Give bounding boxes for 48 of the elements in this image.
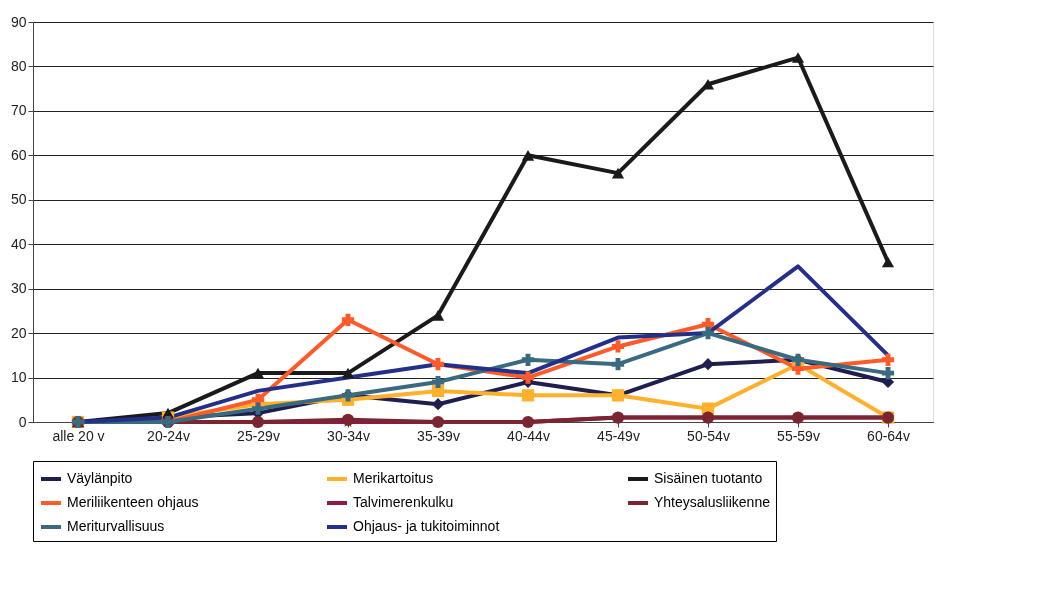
y-tick-label: 20 — [10, 324, 27, 341]
y-tick-label: 60 — [10, 146, 27, 163]
x-tick-label: 55-59v — [777, 427, 820, 444]
point — [701, 358, 715, 371]
legend-label: Meriliikenteen ohjaus — [67, 494, 199, 510]
x-tick-label: alle 20 v — [52, 427, 105, 444]
point — [341, 367, 355, 379]
y-tick-label: 10 — [10, 369, 27, 386]
legend-label: Meriturvallisuus — [67, 518, 165, 534]
point — [881, 353, 895, 366]
y-tick-label: 80 — [10, 57, 27, 74]
point — [611, 340, 625, 353]
point — [521, 150, 535, 161]
point — [521, 389, 535, 402]
point — [791, 52, 805, 63]
point — [251, 367, 265, 379]
point — [251, 402, 265, 415]
x-tick-label: 60-64v — [867, 427, 910, 444]
x-tick-label: 20-24v — [147, 427, 190, 444]
point — [611, 358, 625, 371]
y-tick-label: 90 — [10, 13, 27, 30]
x-tick-label: 25-29v — [237, 427, 280, 444]
x-tick-label: 35-39v — [417, 427, 460, 444]
y-tick-label: 30 — [10, 280, 27, 297]
y-tick-label: 70 — [10, 102, 27, 119]
point — [431, 310, 445, 321]
point — [431, 398, 445, 411]
legend-label: Merikartoitus — [353, 470, 434, 486]
point — [881, 366, 895, 380]
point — [701, 326, 715, 340]
legend-label: Talvimerenkulku — [353, 494, 454, 510]
x-tick-label: 45-49v — [597, 427, 640, 444]
legend-label: Yhteysalusliikenne — [654, 494, 771, 510]
point — [611, 167, 625, 179]
point — [431, 358, 445, 371]
point — [521, 353, 535, 366]
y-tick-label: 0 — [18, 413, 27, 430]
legend-label: Sisäinen tuotanto — [654, 470, 763, 486]
y-tick-label: 50 — [10, 191, 27, 208]
x-tick-label: 50-54v — [687, 427, 730, 444]
point — [521, 371, 535, 384]
legend-label: Ohjaus- ja tukitoiminnot — [353, 518, 500, 534]
y-tick-label: 40 — [10, 235, 27, 252]
point — [881, 256, 895, 268]
x-tick-label: 40-44v — [507, 427, 550, 444]
legend-label: Väylänpito — [67, 470, 133, 486]
point — [341, 313, 355, 326]
x-tick-label: 30-34v — [327, 427, 370, 444]
